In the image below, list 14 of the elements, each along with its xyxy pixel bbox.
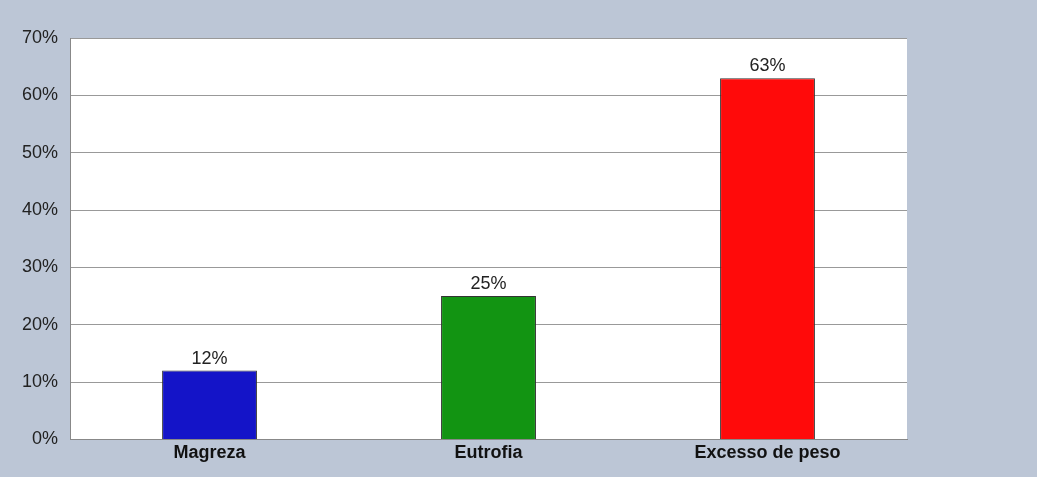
data-label: 12%: [191, 347, 228, 368]
y-tick-label: 30%: [22, 256, 59, 277]
x-tick-label: Excesso de peso: [694, 442, 841, 463]
y-tick-label: 50%: [22, 141, 59, 162]
y-tick-label: 0%: [32, 428, 59, 449]
x-tick-label: Eutrofia: [454, 442, 524, 463]
x-tick-label: Magreza: [173, 442, 247, 463]
data-label: 63%: [749, 55, 786, 76]
y-tick-label: 20%: [22, 313, 59, 334]
y-tick-label: 40%: [22, 199, 59, 219]
y-tick-label: 60%: [22, 84, 59, 105]
y-tick-label: 70%: [22, 26, 59, 47]
data-label: 25%: [470, 273, 507, 294]
y-tick-label: 10%: [22, 371, 59, 392]
